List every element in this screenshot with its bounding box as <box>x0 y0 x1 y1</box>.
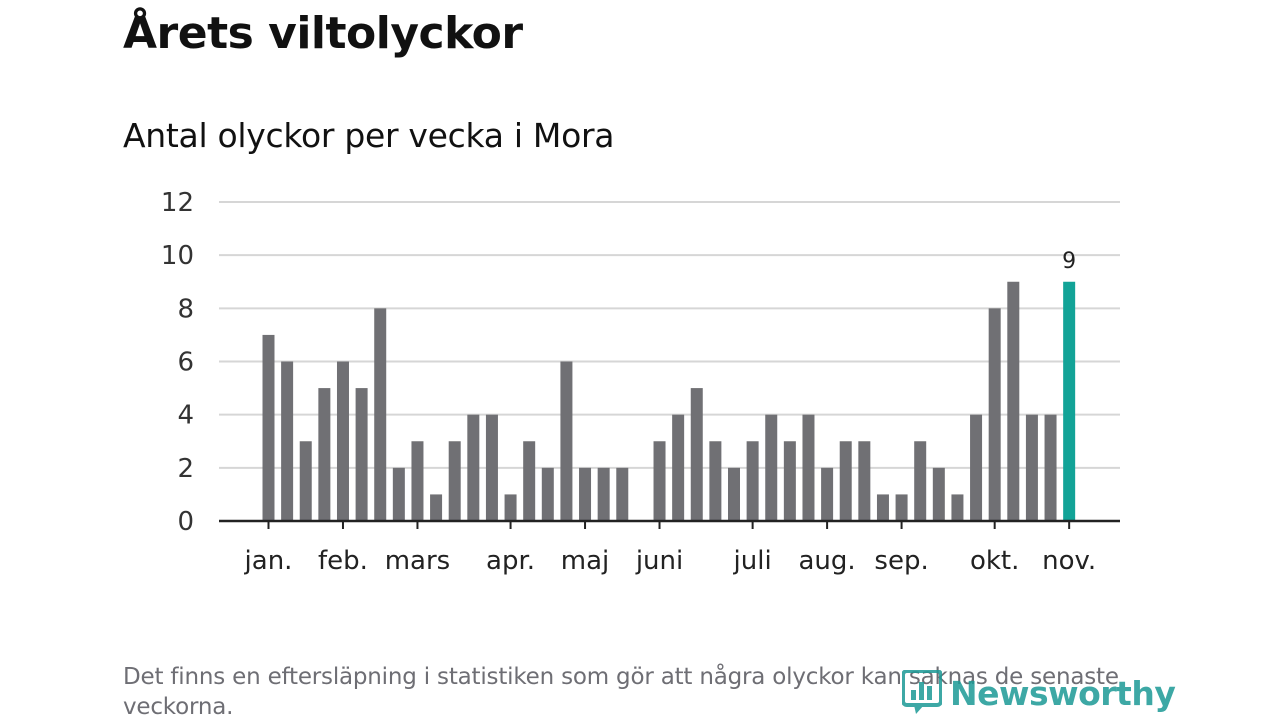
bar <box>876 494 889 521</box>
bar <box>783 441 796 521</box>
x-tick-label: aug. <box>799 546 856 576</box>
y-tick-label: 2 <box>177 454 194 484</box>
newsworthy-logo-icon <box>902 670 942 714</box>
x-tick-label: juni <box>635 546 683 576</box>
x-tick-label: feb. <box>318 546 368 576</box>
y-tick-label: 8 <box>177 294 194 324</box>
x-tick-label: mars <box>385 546 451 576</box>
bar <box>1025 414 1038 521</box>
bar <box>690 388 703 521</box>
chart-subtitle: Antal olyckor per vecka i Mora <box>123 116 615 155</box>
bar <box>336 361 349 521</box>
y-axis-ticks: 0 2 4 6 8 10 12 <box>161 188 194 537</box>
bar <box>988 308 1001 521</box>
x-tick-label: maj <box>561 546 609 576</box>
bar <box>560 361 573 521</box>
data-labels: 9 <box>1062 249 1076 274</box>
bar <box>430 494 443 521</box>
bar <box>802 414 815 521</box>
bar <box>932 467 945 521</box>
x-axis-ticks: jan. feb. mars apr. maj juni juli aug. sep. okt. n… <box>244 521 1096 576</box>
chart-title: Årets viltolyckor <box>123 8 523 59</box>
bar <box>709 441 722 521</box>
x-tick-label: jan. <box>244 546 293 576</box>
bar <box>467 414 480 521</box>
bar-chart: 0 2 4 6 8 10 12 jan. feb. mars apr. maj juni juli aug… <box>161 188 1120 576</box>
data-label: 9 <box>1062 249 1076 274</box>
y-tick-label: 10 <box>161 241 194 271</box>
bar <box>951 494 964 521</box>
bars <box>262 281 1076 521</box>
x-tick-label: sep. <box>874 546 928 576</box>
bar <box>839 441 852 521</box>
bar <box>895 494 908 521</box>
bar <box>448 441 461 521</box>
bar <box>299 441 312 521</box>
y-tick-label: 12 <box>161 188 194 218</box>
bar <box>858 441 871 521</box>
newsworthy-logo: Newsworthy <box>902 670 1176 716</box>
bar <box>728 467 740 521</box>
bar <box>970 414 983 521</box>
x-tick-label: okt. <box>970 546 1019 576</box>
bar <box>281 361 294 521</box>
bar <box>262 334 275 521</box>
bar <box>672 414 685 521</box>
bar <box>504 494 517 521</box>
bar <box>1007 281 1020 521</box>
bar <box>746 441 759 521</box>
bar <box>523 441 536 521</box>
bar <box>374 308 387 521</box>
bar <box>653 441 666 521</box>
y-tick-label: 6 <box>177 348 194 378</box>
bar <box>616 467 629 521</box>
x-tick-label: nov. <box>1042 546 1096 576</box>
x-tick-label: apr. <box>486 546 535 576</box>
bar <box>392 467 405 521</box>
bar <box>765 414 778 521</box>
bar <box>1044 414 1057 521</box>
bar <box>597 467 610 521</box>
grid-lines <box>219 201 1120 469</box>
bar <box>821 467 834 521</box>
bar <box>318 388 331 521</box>
y-tick-label: 4 <box>177 401 194 431</box>
bar-highlight <box>1063 281 1076 521</box>
bar <box>914 441 927 521</box>
bar <box>355 388 368 521</box>
y-tick-label: 0 <box>177 507 194 537</box>
bar <box>411 441 424 521</box>
bar <box>541 467 554 521</box>
bar <box>579 467 592 521</box>
bar <box>485 414 498 521</box>
x-tick-label: juli <box>733 546 772 576</box>
logo-text: Newsworthy <box>950 673 1176 713</box>
footnote: Det finns en eftersläpning i statistiken… <box>123 664 1119 720</box>
